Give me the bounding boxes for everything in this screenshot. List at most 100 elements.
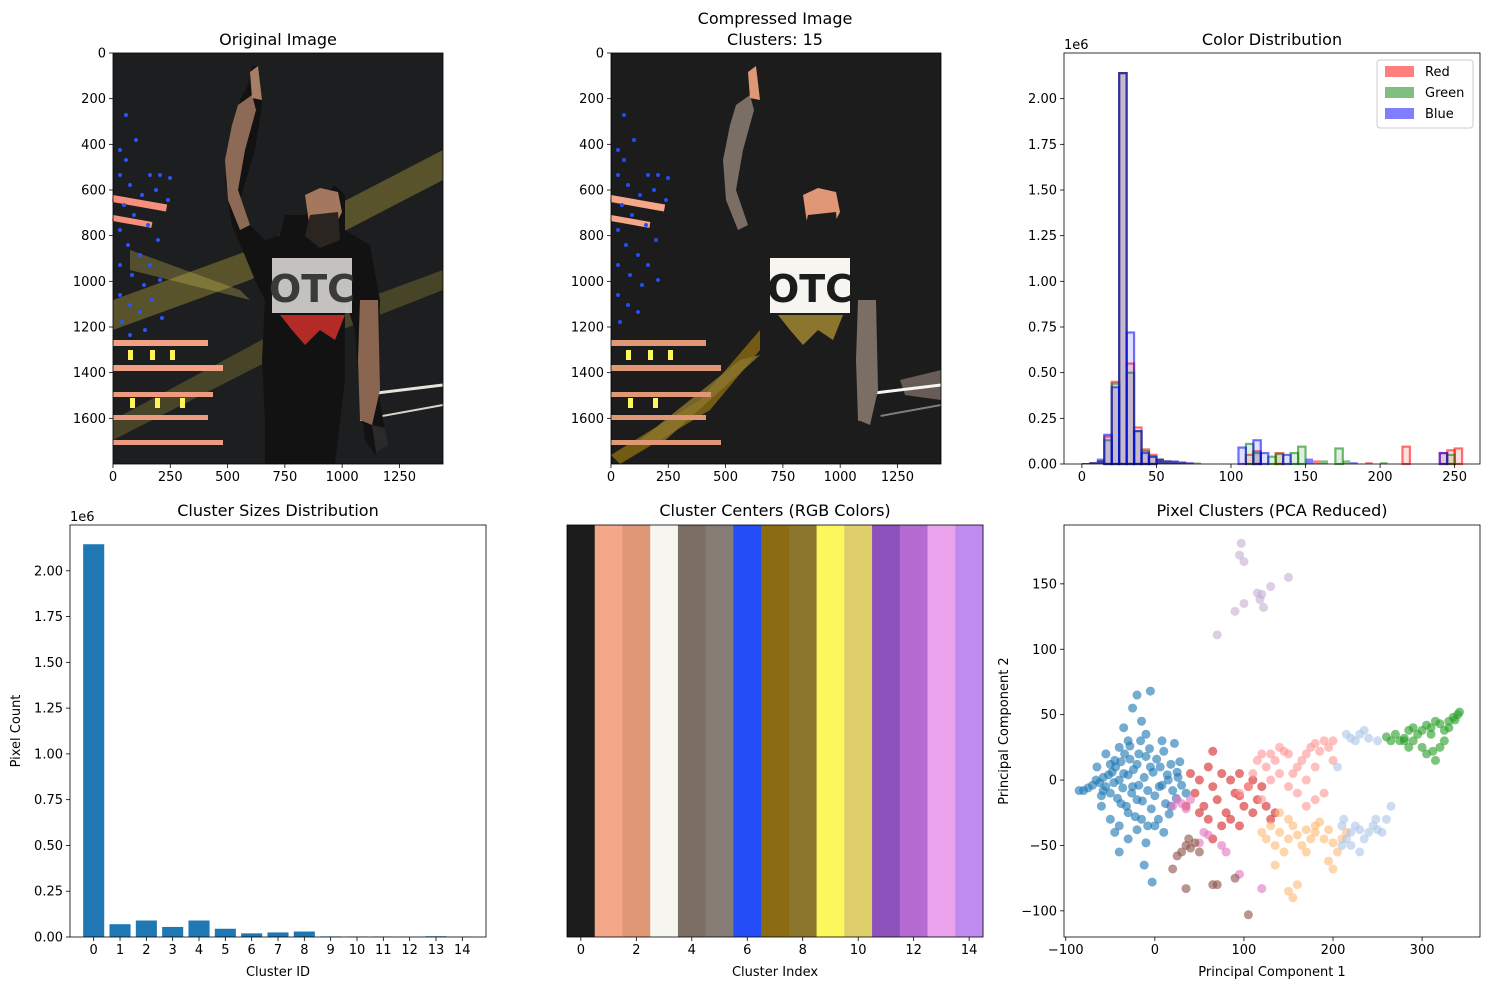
- compressed-y-ticks: 0 200 400 600 800 1000 1200 1400 1600: [571, 47, 611, 427]
- pca-point: [1163, 775, 1173, 785]
- wrestler-figure: OTC: [225, 66, 388, 464]
- blue-dot-lights: [118, 113, 172, 337]
- comp-y-tick-label: 400: [579, 138, 604, 153]
- cluster-center-swatch: [788, 525, 818, 937]
- compressed-shirt-text: OTC: [767, 267, 853, 311]
- cluster-size-bar: [135, 920, 157, 937]
- pca-point: [1150, 821, 1160, 831]
- comp-y-tick-label: 200: [579, 92, 604, 107]
- color-distribution-legend: Red Green Blue: [1376, 59, 1474, 129]
- hist-y-tick-label: 2.00: [1028, 92, 1057, 107]
- pca-point: [1377, 827, 1387, 837]
- histogram-bar-green: [1380, 462, 1388, 464]
- size-y-tick-label: 1.75: [34, 610, 63, 625]
- size-x-tick-label: 14: [454, 943, 471, 958]
- orig-x-tick-label: 250: [158, 470, 183, 485]
- pca-point: [1114, 821, 1124, 831]
- compressed-image-title-line1: Compressed Image: [698, 9, 853, 28]
- pca-point: [1181, 788, 1191, 798]
- pca-point: [1203, 762, 1213, 772]
- compressed-blue-dots: [616, 113, 670, 324]
- pca-point: [1105, 759, 1115, 769]
- compressed-x-ticks: 0 250 500 750 1000 1250: [607, 464, 914, 485]
- pca-point: [1139, 772, 1149, 782]
- cluster-center-swatch: [761, 525, 790, 937]
- pca-point: [1157, 736, 1167, 746]
- comp-y-tick-label: 800: [579, 229, 604, 244]
- panel-compressed-image: Compressed Image Clusters: 15: [571, 9, 942, 485]
- pca-point: [1168, 864, 1178, 874]
- hist-y-tick-label: 1.25: [1028, 229, 1057, 244]
- pca-point: [1373, 736, 1383, 746]
- pca-point: [1310, 821, 1320, 831]
- pca-point: [1114, 742, 1124, 752]
- swatch-x-tick-label: 14: [961, 943, 978, 958]
- pca-point: [1306, 834, 1316, 844]
- hist-x-tick-label: 50: [1148, 470, 1165, 485]
- swatch-x-tick-label: 2: [632, 943, 640, 958]
- size-y-tick-label: 1.50: [34, 656, 63, 671]
- pca-point: [1341, 834, 1351, 844]
- size-x-tick-label: 10: [349, 943, 366, 958]
- pca-y-tick-label: 150: [1032, 577, 1057, 592]
- pca-point: [1234, 821, 1244, 831]
- cluster-center-swatch: [650, 525, 679, 937]
- pca-point: [1257, 782, 1267, 792]
- pca-point: [1239, 801, 1249, 811]
- pca-point: [1301, 775, 1311, 785]
- pca-point: [1212, 630, 1222, 640]
- pca-point: [1301, 749, 1311, 759]
- pca-point: [1123, 834, 1133, 844]
- pca-point: [1417, 742, 1427, 752]
- pca-scatter-frame: [1063, 524, 1481, 938]
- histogram-bar-green: [1274, 452, 1285, 466]
- pca-point: [1257, 749, 1267, 759]
- pca-x-tick-label: 300: [1410, 943, 1435, 958]
- pca-y-tick-label: −100: [1021, 904, 1057, 919]
- pca-point: [1301, 847, 1311, 857]
- cluster-center-swatch: [955, 525, 984, 937]
- pca-point: [1297, 755, 1307, 765]
- histogram-bar-blue: [1350, 462, 1358, 464]
- size-x-tick-label: 1: [116, 943, 124, 958]
- pca-point: [1248, 775, 1258, 785]
- pca-point: [1288, 769, 1298, 779]
- compressed-image-title-line2: Clusters: 15: [727, 30, 823, 49]
- orig-y-tick-label: 200: [81, 92, 106, 107]
- orig-y-tick-label: 400: [81, 138, 106, 153]
- pca-point: [1288, 893, 1298, 903]
- pca-point: [1257, 589, 1267, 599]
- histogram-bar-blue: [1096, 458, 1105, 464]
- pca-point: [1381, 814, 1391, 824]
- orig-y-tick-label: 1000: [73, 275, 106, 290]
- histogram-bar-green: [1320, 460, 1328, 464]
- cluster-size-bar: [241, 933, 263, 937]
- pca-point: [1234, 550, 1244, 560]
- pca-point: [1248, 808, 1258, 818]
- histogram-bar-blue: [1140, 451, 1151, 466]
- histogram-bar-blue: [1259, 451, 1270, 466]
- pca-point: [1324, 825, 1334, 835]
- orig-y-tick-label: 1600: [73, 412, 106, 427]
- pca-y-tick-label: 0: [1049, 774, 1057, 789]
- hist-y-tick-label: 0.25: [1028, 412, 1057, 427]
- pca-point: [1221, 808, 1231, 818]
- histogram-bar-green: [1334, 447, 1344, 466]
- pca-point: [1283, 782, 1293, 792]
- orig-x-tick-label: 750: [272, 470, 297, 485]
- pca-point: [1404, 742, 1414, 752]
- pca-point: [1315, 746, 1325, 756]
- pca-point: [1132, 759, 1142, 769]
- cluster-size-bar: [214, 928, 236, 937]
- comp-y-tick-label: 0: [596, 47, 604, 62]
- size-x-tick-label: 2: [142, 943, 150, 958]
- pca-scatter-title: Pixel Clusters (PCA Reduced): [1157, 501, 1388, 520]
- hist-x-tick-label: 100: [1219, 470, 1244, 485]
- pca-point: [1119, 769, 1129, 779]
- original-shirt-text: OTC: [269, 267, 355, 311]
- pca-point: [1332, 847, 1342, 857]
- pca-x-tick-label: 100: [1232, 943, 1257, 958]
- comp-x-tick-label: 750: [770, 470, 795, 485]
- pca-point: [1266, 581, 1276, 591]
